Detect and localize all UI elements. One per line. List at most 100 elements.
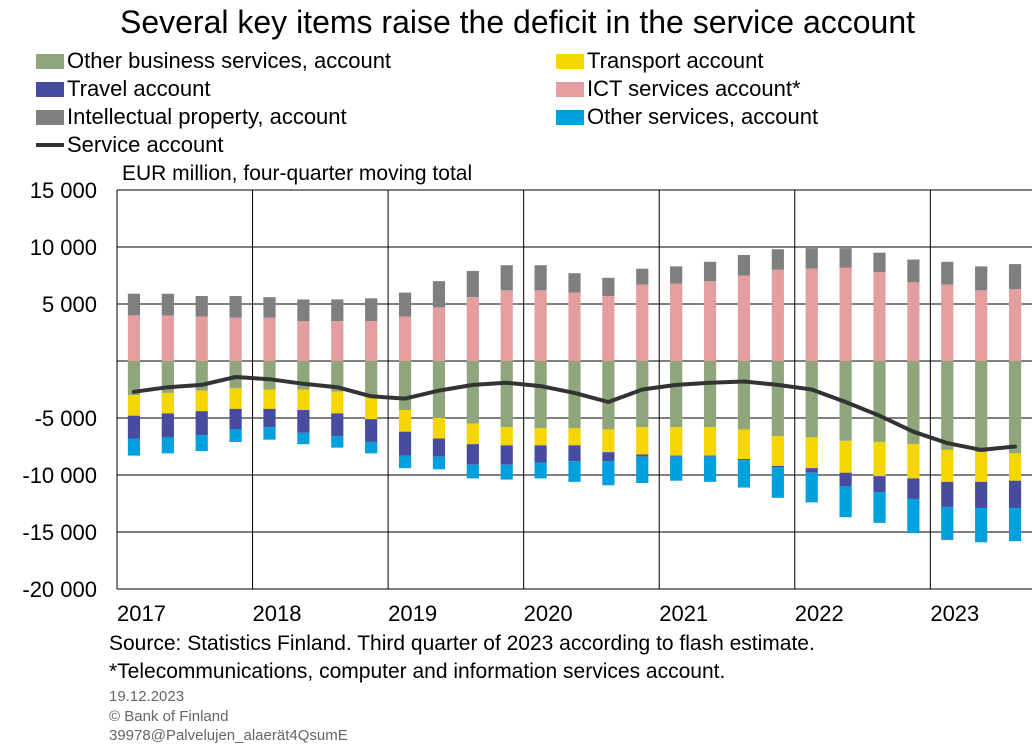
bar-other-services-account xyxy=(941,506,954,540)
bar-travel-account xyxy=(703,455,717,457)
bar-travel-account xyxy=(941,481,954,507)
bar-other-business-services-account xyxy=(805,361,818,438)
bar-travel-account xyxy=(873,476,886,493)
bar-ict-services-account xyxy=(534,290,547,361)
legend-ict: ICT services account* xyxy=(556,76,801,102)
bar-intellectual-property-account xyxy=(500,265,513,291)
bar-transport-account xyxy=(263,389,276,409)
bar-other-business-services-account xyxy=(771,361,784,437)
x-tick-label: 2018 xyxy=(253,601,302,626)
bar-travel-account xyxy=(670,455,683,457)
bar-transport-account xyxy=(907,444,920,479)
bar-travel-account xyxy=(534,445,547,463)
x-tick-label: 2023 xyxy=(930,601,979,626)
bar-transport-account xyxy=(805,437,818,469)
bar-travel-account xyxy=(466,444,479,465)
bar-intellectual-property-account xyxy=(873,252,886,273)
legend-label-other-business: Other business services, account xyxy=(67,48,392,73)
bar-other-services-account xyxy=(229,429,242,442)
bar-travel-account xyxy=(500,445,513,465)
bar-travel-account xyxy=(568,445,581,462)
bar-other-business-services-account xyxy=(534,361,547,429)
bar-ict-services-account xyxy=(127,315,141,361)
bar-ict-services-account xyxy=(771,269,784,361)
bar-other-services-account xyxy=(534,462,547,479)
bar-ict-services-account xyxy=(263,317,276,361)
bar-intellectual-property-account xyxy=(839,248,852,268)
bar-other-business-services-account xyxy=(907,361,920,445)
bar-other-services-account xyxy=(263,427,276,440)
copyright: © Bank of Finland xyxy=(109,708,229,725)
bar-intellectual-property-account xyxy=(398,292,412,317)
y-tick-label: -15 000 xyxy=(22,520,97,545)
bar-other-business-services-account xyxy=(398,361,412,411)
bar-intellectual-property-account xyxy=(941,261,954,285)
bar-transport-account xyxy=(365,397,378,420)
bar-transport-account xyxy=(703,427,717,456)
bar-other-business-services-account xyxy=(670,361,683,428)
bar-other-services-account xyxy=(602,461,615,486)
bar-intellectual-property-account xyxy=(229,296,242,318)
publication-date: 19.12.2023 xyxy=(109,688,185,705)
bar-travel-account xyxy=(1008,480,1022,509)
bar-intellectual-property-account xyxy=(331,299,344,322)
bar-other-services-account xyxy=(1008,508,1022,542)
footnote: *Telecommunications, computer and inform… xyxy=(109,660,726,683)
y-tick-label: -20 000 xyxy=(22,577,97,602)
bar-transport-account xyxy=(195,390,208,412)
bar-travel-account xyxy=(161,413,174,438)
bar-travel-account xyxy=(127,415,141,439)
bar-ict-services-account xyxy=(331,321,344,361)
x-tick-label: 2019 xyxy=(388,601,437,626)
y-tick-label: -10 000 xyxy=(22,463,97,488)
bar-transport-account xyxy=(568,428,581,446)
bar-travel-account xyxy=(331,413,344,437)
legend-travel: Travel account xyxy=(36,76,210,102)
bar-travel-account xyxy=(365,419,378,442)
bar-other-business-services-account xyxy=(466,361,479,424)
bar-transport-account xyxy=(602,429,615,453)
bar-intellectual-property-account xyxy=(636,268,649,285)
bar-travel-account xyxy=(432,438,446,457)
bar-transport-account xyxy=(432,418,446,439)
bar-intellectual-property-account xyxy=(568,273,581,293)
legend-label-transport: Transport account xyxy=(587,48,764,73)
bar-ict-services-account xyxy=(297,321,310,361)
bar-other-services-account xyxy=(432,456,446,470)
bar-travel-account xyxy=(839,472,852,487)
bar-transport-account xyxy=(975,452,988,482)
legend-swatch-other-services xyxy=(556,110,584,125)
bar-other-business-services-account xyxy=(636,361,649,428)
bar-other-services-account xyxy=(636,456,649,483)
legend-swatch-service-account xyxy=(36,143,64,147)
bar-intellectual-property-account xyxy=(297,299,310,322)
bar-other-services-account xyxy=(127,438,141,456)
y-tick-label: -5 000 xyxy=(35,406,97,431)
x-tick-label: 2017 xyxy=(117,601,166,626)
legend-label-travel: Travel account xyxy=(67,76,211,101)
bar-other-services-account xyxy=(161,437,174,454)
bar-intellectual-property-account xyxy=(466,270,479,298)
legend-other-business: Other business services, account xyxy=(36,48,391,74)
bar-intellectual-property-account xyxy=(670,266,683,284)
bar-other-services-account xyxy=(568,461,581,482)
bar-intellectual-property-account xyxy=(703,261,717,282)
bar-travel-account xyxy=(975,481,988,509)
bar-intellectual-property-account xyxy=(263,297,276,318)
bar-transport-account xyxy=(636,427,649,455)
bar-other-services-account xyxy=(398,455,412,469)
legend-swatch-intellectual-property xyxy=(36,110,64,125)
bar-travel-account xyxy=(602,452,615,462)
legend-swatch-ict xyxy=(556,82,584,97)
bar-other-business-services-account xyxy=(365,361,378,398)
bar-other-business-services-account xyxy=(873,361,886,442)
bar-ict-services-account xyxy=(161,315,174,361)
service-account-line xyxy=(131,375,1018,452)
bar-other-services-account xyxy=(670,456,683,481)
bar-intellectual-property-account xyxy=(1008,264,1022,290)
x-tick-label: 2022 xyxy=(795,601,844,626)
bar-ict-services-account xyxy=(907,282,920,361)
bar-travel-account xyxy=(805,468,818,473)
bar-transport-account xyxy=(737,429,751,460)
